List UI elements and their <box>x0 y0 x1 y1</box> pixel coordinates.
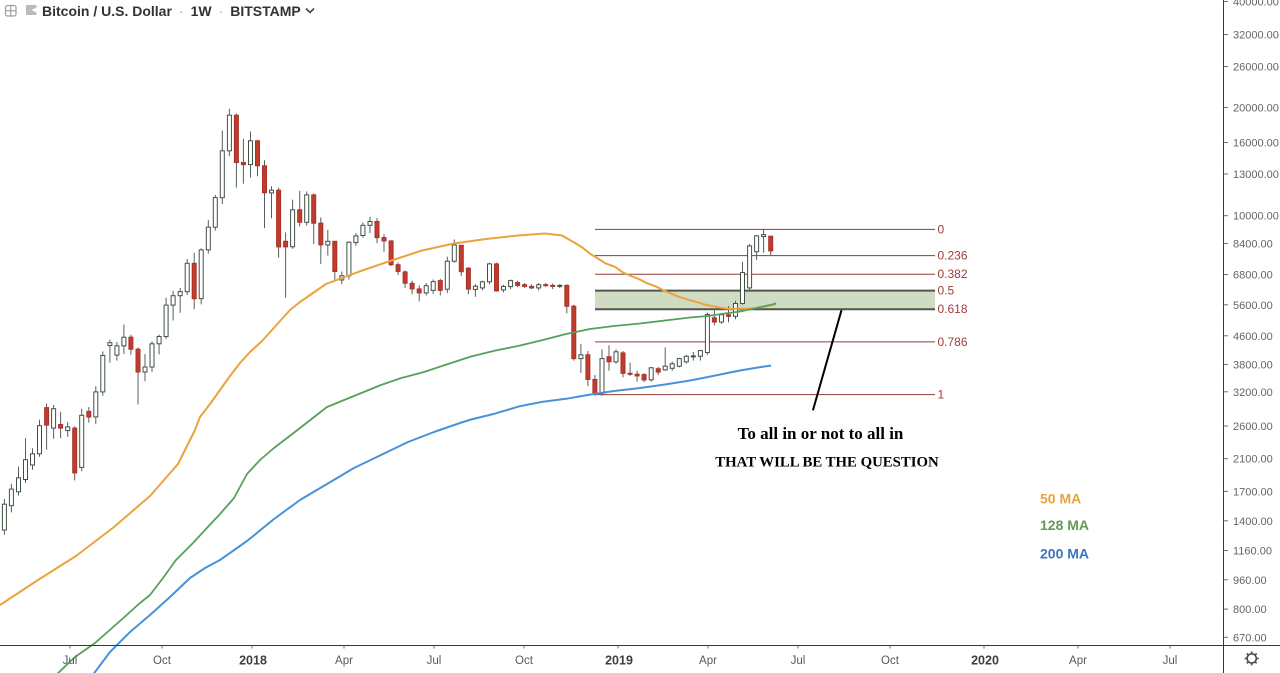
svg-text:3800.00: 3800.00 <box>1233 359 1273 371</box>
svg-text:2019: 2019 <box>605 654 633 668</box>
svg-text:128 MA: 128 MA <box>1040 517 1089 533</box>
svg-text:0.5: 0.5 <box>938 284 955 298</box>
svg-text:200 MA: 200 MA <box>1040 545 1089 561</box>
svg-text:13000.00: 13000.00 <box>1233 169 1279 181</box>
svg-text:Bitcoin / U.S. Dollar · 1W · B: Bitcoin / U.S. Dollar · 1W · BITSTAMP <box>42 3 301 19</box>
svg-text:26000.00: 26000.00 <box>1233 62 1279 74</box>
svg-text:0.618: 0.618 <box>938 302 968 316</box>
svg-text:32000.00: 32000.00 <box>1233 30 1279 42</box>
svg-text:4600.00: 4600.00 <box>1233 331 1273 343</box>
svg-text:2020: 2020 <box>971 654 999 668</box>
svg-text:3200.00: 3200.00 <box>1233 387 1273 399</box>
svg-text:Jul: Jul <box>791 655 806 667</box>
svg-text:2100.00: 2100.00 <box>1233 454 1273 466</box>
svg-text:40000.00: 40000.00 <box>1233 0 1279 9</box>
svg-text:Apr: Apr <box>1069 655 1087 667</box>
svg-text:Apr: Apr <box>335 655 353 667</box>
svg-text:8400.00: 8400.00 <box>1233 239 1273 251</box>
svg-text:Jul: Jul <box>427 655 442 667</box>
svg-text:Apr: Apr <box>699 655 717 667</box>
svg-text:6800.00: 6800.00 <box>1233 270 1273 282</box>
svg-text:0: 0 <box>938 222 945 236</box>
svg-text:Oct: Oct <box>153 655 172 667</box>
svg-text:Jul: Jul <box>63 655 78 667</box>
svg-text:1160.00: 1160.00 <box>1233 546 1272 558</box>
svg-text:670.00: 670.00 <box>1233 632 1267 644</box>
svg-text:1400.00: 1400.00 <box>1233 516 1273 528</box>
svg-text:Jul: Jul <box>1163 655 1178 667</box>
svg-text:1700.00: 1700.00 <box>1233 486 1273 498</box>
svg-text:0.236: 0.236 <box>938 249 968 263</box>
svg-text:To all in or not to all in: To all in or not to all in <box>738 424 904 443</box>
svg-text:2018: 2018 <box>239 654 267 668</box>
svg-text:16000.00: 16000.00 <box>1233 138 1279 150</box>
svg-text:Oct: Oct <box>881 655 900 667</box>
svg-text:50 MA: 50 MA <box>1040 491 1081 507</box>
svg-text:0.786: 0.786 <box>938 335 968 349</box>
svg-text:5600.00: 5600.00 <box>1233 300 1273 312</box>
svg-text:THAT WILL BE THE QUESTION: THAT WILL BE THE QUESTION <box>715 455 939 471</box>
svg-text:20000.00: 20000.00 <box>1233 103 1279 115</box>
svg-text:10000.00: 10000.00 <box>1233 211 1279 223</box>
svg-text:0.382: 0.382 <box>938 267 968 281</box>
svg-text:800.00: 800.00 <box>1233 604 1267 616</box>
svg-text:1: 1 <box>938 388 945 402</box>
svg-text:2600.00: 2600.00 <box>1233 421 1273 433</box>
svg-text:960.00: 960.00 <box>1233 575 1267 587</box>
svg-text:Oct: Oct <box>515 655 534 667</box>
